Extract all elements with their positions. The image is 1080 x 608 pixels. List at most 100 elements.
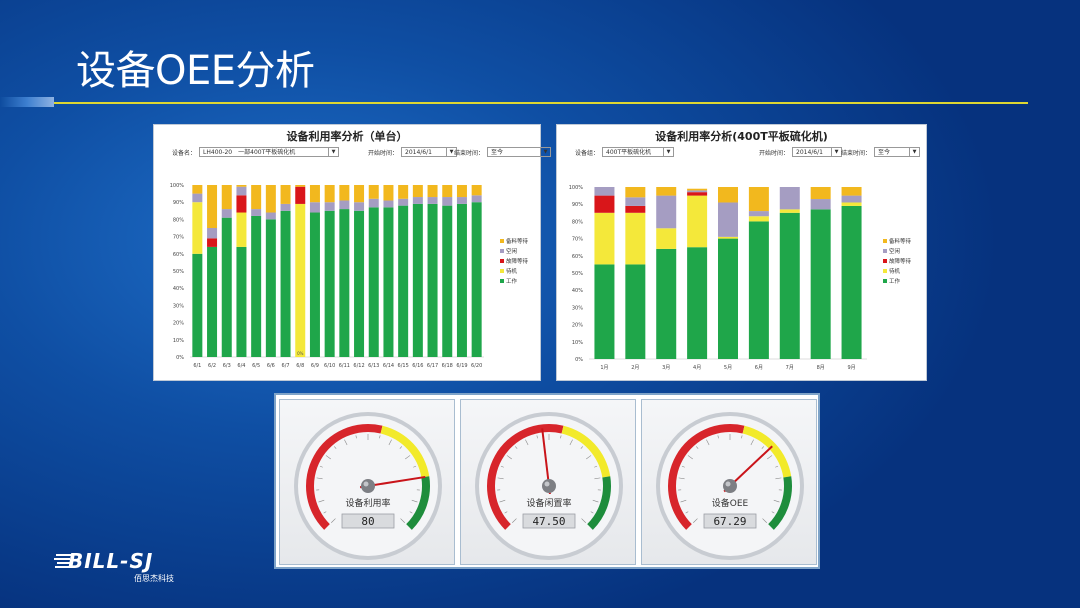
bar-segment-work <box>718 238 738 359</box>
legend-swatch <box>500 259 504 263</box>
gauge-tick <box>706 439 710 446</box>
gauge-hub-highlight <box>725 481 731 487</box>
y-tick-label: 70% <box>173 235 184 241</box>
end-date-select[interactable]: 至今 <box>487 147 542 157</box>
x-tick-label: 6/8 <box>296 363 304 369</box>
gauge-tick <box>590 511 594 514</box>
legend-label: 备料等待 <box>889 237 912 245</box>
gauge-tick <box>400 518 405 523</box>
start-date-select[interactable]: 2014/6/1 <box>792 147 833 157</box>
bar-segment-standby <box>192 202 203 254</box>
gauge-tick <box>319 465 323 468</box>
gauge-tick <box>678 477 685 480</box>
gauge-value: 47.50 <box>532 515 565 528</box>
x-tick-label: 6/20 <box>471 363 482 369</box>
gauge-readout-box <box>341 513 395 529</box>
bar-segment-material <box>442 185 453 198</box>
legend-swatch <box>500 279 504 283</box>
y-tick-label: 20% <box>173 321 184 327</box>
gauge-tick <box>318 499 325 503</box>
device-select[interactable]: LH400-20 一部400T平板硫化机 <box>199 147 330 157</box>
gauge-tick <box>334 446 337 449</box>
gauge-band-red <box>668 424 745 530</box>
bar-segment-work <box>841 205 862 359</box>
legend-label: 待机 <box>506 267 518 275</box>
bar-segment-idle <box>594 187 615 196</box>
end-label: 结束时间： <box>454 149 485 157</box>
company-logo: BILL-SJ 佰思杰科技 <box>54 549 174 583</box>
y-tick-label: 90% <box>173 200 184 206</box>
bar-segment-material <box>207 185 218 228</box>
gauge-card: 设备闲置率 47.50 <box>460 399 636 565</box>
bar-segment-work <box>687 247 708 359</box>
gauge-tick <box>409 511 413 514</box>
bar-segment-work <box>236 246 247 357</box>
left-chart-panel: 设备利用率分析（单台） 设备名： LH400-20 一部400T平板硫化机 ▼ … <box>153 124 552 381</box>
gauge-tick <box>681 465 685 468</box>
start-label: 开始时间： <box>759 149 790 157</box>
x-tick-label: 6/5 <box>252 363 260 369</box>
gauge-band-green <box>768 476 792 530</box>
bar-segment-idle <box>779 187 800 210</box>
chevron-down-icon[interactable]: ▼ <box>832 147 843 157</box>
x-tick-label: 6/4 <box>237 363 245 369</box>
bar-segment-fault <box>594 195 615 213</box>
bar-segment-idle <box>427 197 438 204</box>
bar-segment-material <box>383 185 394 201</box>
bar-segment-material <box>841 187 862 196</box>
group-select[interactable]: 400T平板硫化机 <box>602 147 665 157</box>
gauge-tick <box>586 455 592 460</box>
gauge-tick <box>741 435 743 439</box>
gauge-hub-highlight <box>363 481 369 487</box>
logo-subtitle: 佰思杰科技 <box>134 574 174 583</box>
x-tick-label: 9月 <box>847 365 855 371</box>
gauge-band-green <box>406 476 430 530</box>
chevron-down-icon[interactable]: ▼ <box>541 147 552 157</box>
bar-segment-work <box>324 210 335 357</box>
bar-segment-standby <box>625 212 646 265</box>
bar-segment-material <box>265 185 276 213</box>
start-date-select[interactable]: 2014/6/1 <box>401 147 448 157</box>
legend-label: 空闲 <box>506 247 518 255</box>
x-tick-label: 6月 <box>755 365 763 371</box>
gauge-tick <box>761 446 764 449</box>
bar-segment-standby <box>748 216 769 222</box>
logo-text: BILL-SJ <box>68 549 154 573</box>
x-tick-label: 1月 <box>600 365 608 371</box>
gauge-tick <box>325 455 331 460</box>
y-tick-label: 70% <box>572 237 583 243</box>
bar-segment-standby <box>594 212 615 265</box>
x-tick-label: 8月 <box>817 365 825 371</box>
chevron-down-icon[interactable]: ▼ <box>329 147 340 157</box>
bar-segment-work <box>427 203 438 357</box>
y-tick-label: 50% <box>572 271 583 277</box>
start-label: 开始时间： <box>368 149 399 157</box>
gauge-tick <box>399 446 402 449</box>
bar-segment-work <box>280 210 291 357</box>
gauge-hub <box>723 479 737 493</box>
zero-data-label: 0% <box>297 351 304 356</box>
logo-stripes-icon <box>54 554 72 568</box>
y-tick-label: 20% <box>572 323 583 329</box>
x-tick-label: 6/10 <box>324 363 335 369</box>
gauge-tick <box>773 499 780 503</box>
chevron-down-icon[interactable]: ▼ <box>664 147 675 157</box>
chevron-down-icon[interactable]: ▼ <box>447 147 458 157</box>
bar-segment-material <box>280 185 291 204</box>
bar-segment-material <box>368 185 379 199</box>
gauge-tick <box>500 465 504 468</box>
y-tick-label: 90% <box>572 202 583 208</box>
bar-segment-idle <box>442 197 453 206</box>
chevron-down-icon[interactable]: ▼ <box>910 147 921 157</box>
bar-segment-idle <box>192 193 203 203</box>
bar-segment-standby <box>718 236 738 239</box>
bar-segment-idle <box>236 186 247 196</box>
gauge-tick <box>685 511 689 514</box>
bar-segment-work <box>221 217 232 357</box>
bar-segment-standby <box>236 212 247 247</box>
bar-segment-standby <box>656 228 677 249</box>
legend-swatch <box>500 249 504 253</box>
gauge-tick <box>594 477 601 480</box>
gauge-tick <box>775 477 782 480</box>
end-date-select[interactable]: 至今 <box>874 147 911 157</box>
